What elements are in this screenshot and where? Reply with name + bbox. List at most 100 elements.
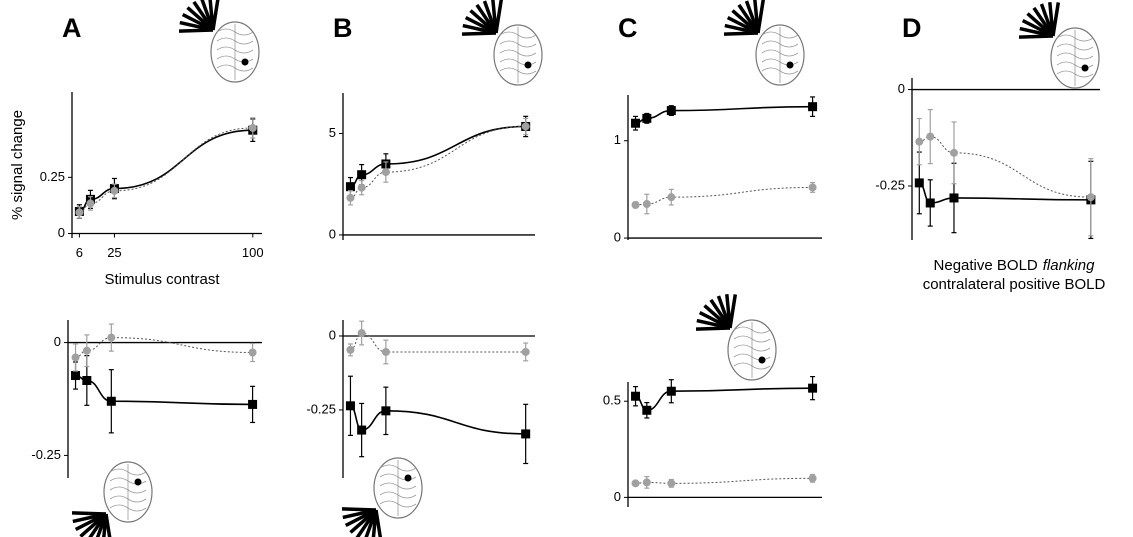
data-point <box>642 405 652 415</box>
y-tick-label: 0 <box>614 229 621 244</box>
panel: 0 -0.25 <box>306 320 535 478</box>
y-tick-label: 0 <box>614 489 621 504</box>
data-point <box>631 391 641 401</box>
activation-dot <box>524 61 532 69</box>
data-point <box>642 113 652 123</box>
y-tick-label: 5 <box>329 125 336 140</box>
data-point <box>248 399 258 409</box>
data-point <box>107 333 116 342</box>
y-axis-label: % signal change <box>9 110 26 220</box>
annotation: contralateral positive BOLD <box>923 276 1106 293</box>
fit-line <box>635 477 813 484</box>
data-point <box>925 198 935 208</box>
data-point <box>521 429 531 439</box>
fit-line <box>635 387 813 412</box>
fit-line <box>75 374 253 406</box>
stimulus-wedge <box>341 507 377 512</box>
brain-icon <box>723 0 805 86</box>
data-point <box>248 348 257 357</box>
brain-icon <box>1018 1 1100 89</box>
data-point <box>667 479 676 488</box>
x-tick-label: 100 <box>242 245 264 260</box>
data-point <box>71 371 81 381</box>
fit-line <box>75 337 253 358</box>
brain-icon <box>71 461 153 537</box>
data-point <box>346 345 355 354</box>
data-point <box>357 183 366 192</box>
fit-line <box>918 182 1091 204</box>
data-point <box>808 183 817 192</box>
y-tick-label: -0.25 <box>306 401 336 416</box>
panel-label: D <box>902 13 922 43</box>
data-point <box>926 132 935 141</box>
stimulus-wedge <box>695 326 731 331</box>
data-point <box>381 406 391 416</box>
stimulus-wedge <box>461 31 497 36</box>
panel: 00.5 <box>603 376 822 507</box>
data-point <box>914 178 924 188</box>
activation-dot <box>1081 64 1089 72</box>
fit-line <box>350 405 526 435</box>
data-point <box>666 106 676 116</box>
data-point <box>381 347 390 356</box>
data-point <box>631 118 641 128</box>
brain-icon <box>178 0 260 83</box>
data-point <box>631 479 640 488</box>
fit-line <box>635 105 813 125</box>
fit-line <box>350 125 526 188</box>
data-point <box>106 396 116 406</box>
activation-dot <box>241 58 249 66</box>
panel: 0 -0.25 <box>31 320 262 478</box>
y-tick-label: 1 <box>614 132 621 147</box>
y-tick-label: 0 <box>54 334 61 349</box>
y-tick-label: 0 <box>898 81 905 96</box>
data-point <box>521 122 530 131</box>
brain-icon <box>341 457 423 537</box>
x-tick-label: 6 <box>76 245 83 260</box>
panel-label: B <box>333 13 353 43</box>
data-point <box>346 193 355 202</box>
fit-line <box>350 332 526 353</box>
data-point <box>808 474 817 483</box>
data-point <box>808 383 818 393</box>
data-point <box>110 186 119 195</box>
stimulus-wedge <box>71 511 107 516</box>
y-tick-label: -0.25 <box>875 177 905 192</box>
fit-line <box>919 136 1091 198</box>
data-point <box>915 137 924 146</box>
y-tick-label: 0 <box>58 225 65 240</box>
x-axis-label: Stimulus contrast <box>104 271 220 288</box>
y-tick-label: -0.25 <box>31 447 61 462</box>
data-point <box>1086 193 1095 202</box>
data-point <box>82 375 92 385</box>
fit-line <box>79 127 253 213</box>
panel: C 0 1 <box>614 13 822 244</box>
activation-dot <box>786 61 794 69</box>
data-point <box>345 401 355 411</box>
fit-line <box>79 129 253 213</box>
x-tick-label: 25 <box>107 245 121 260</box>
stimulus-wedge <box>178 28 214 33</box>
panel: A 0 0.25 6 25 100 % signal change Stimulus cont… <box>9 13 264 288</box>
stimulus-wedge <box>723 31 759 36</box>
fit-line <box>635 186 813 206</box>
data-point <box>808 102 818 112</box>
activation-dot <box>134 478 142 486</box>
annotation-part: Negative BOLD <box>934 257 1038 274</box>
activation-dot <box>758 356 766 364</box>
data-point <box>949 148 958 157</box>
brain-icon <box>461 0 543 86</box>
panel: D 0 -0.25 Negative BOLD flanking contralatera… <box>875 13 1105 293</box>
y-tick-label: 0 <box>329 226 336 241</box>
stimulus-wedge <box>1018 34 1054 39</box>
data-point <box>71 353 80 362</box>
data-point <box>345 182 355 192</box>
data-point <box>381 168 390 177</box>
data-point <box>521 347 530 356</box>
panel: B 0 5 <box>329 13 535 241</box>
data-point <box>666 386 676 396</box>
panel-label: A <box>62 13 82 43</box>
data-point <box>357 425 367 435</box>
data-point <box>75 208 84 217</box>
data-point <box>642 199 651 208</box>
